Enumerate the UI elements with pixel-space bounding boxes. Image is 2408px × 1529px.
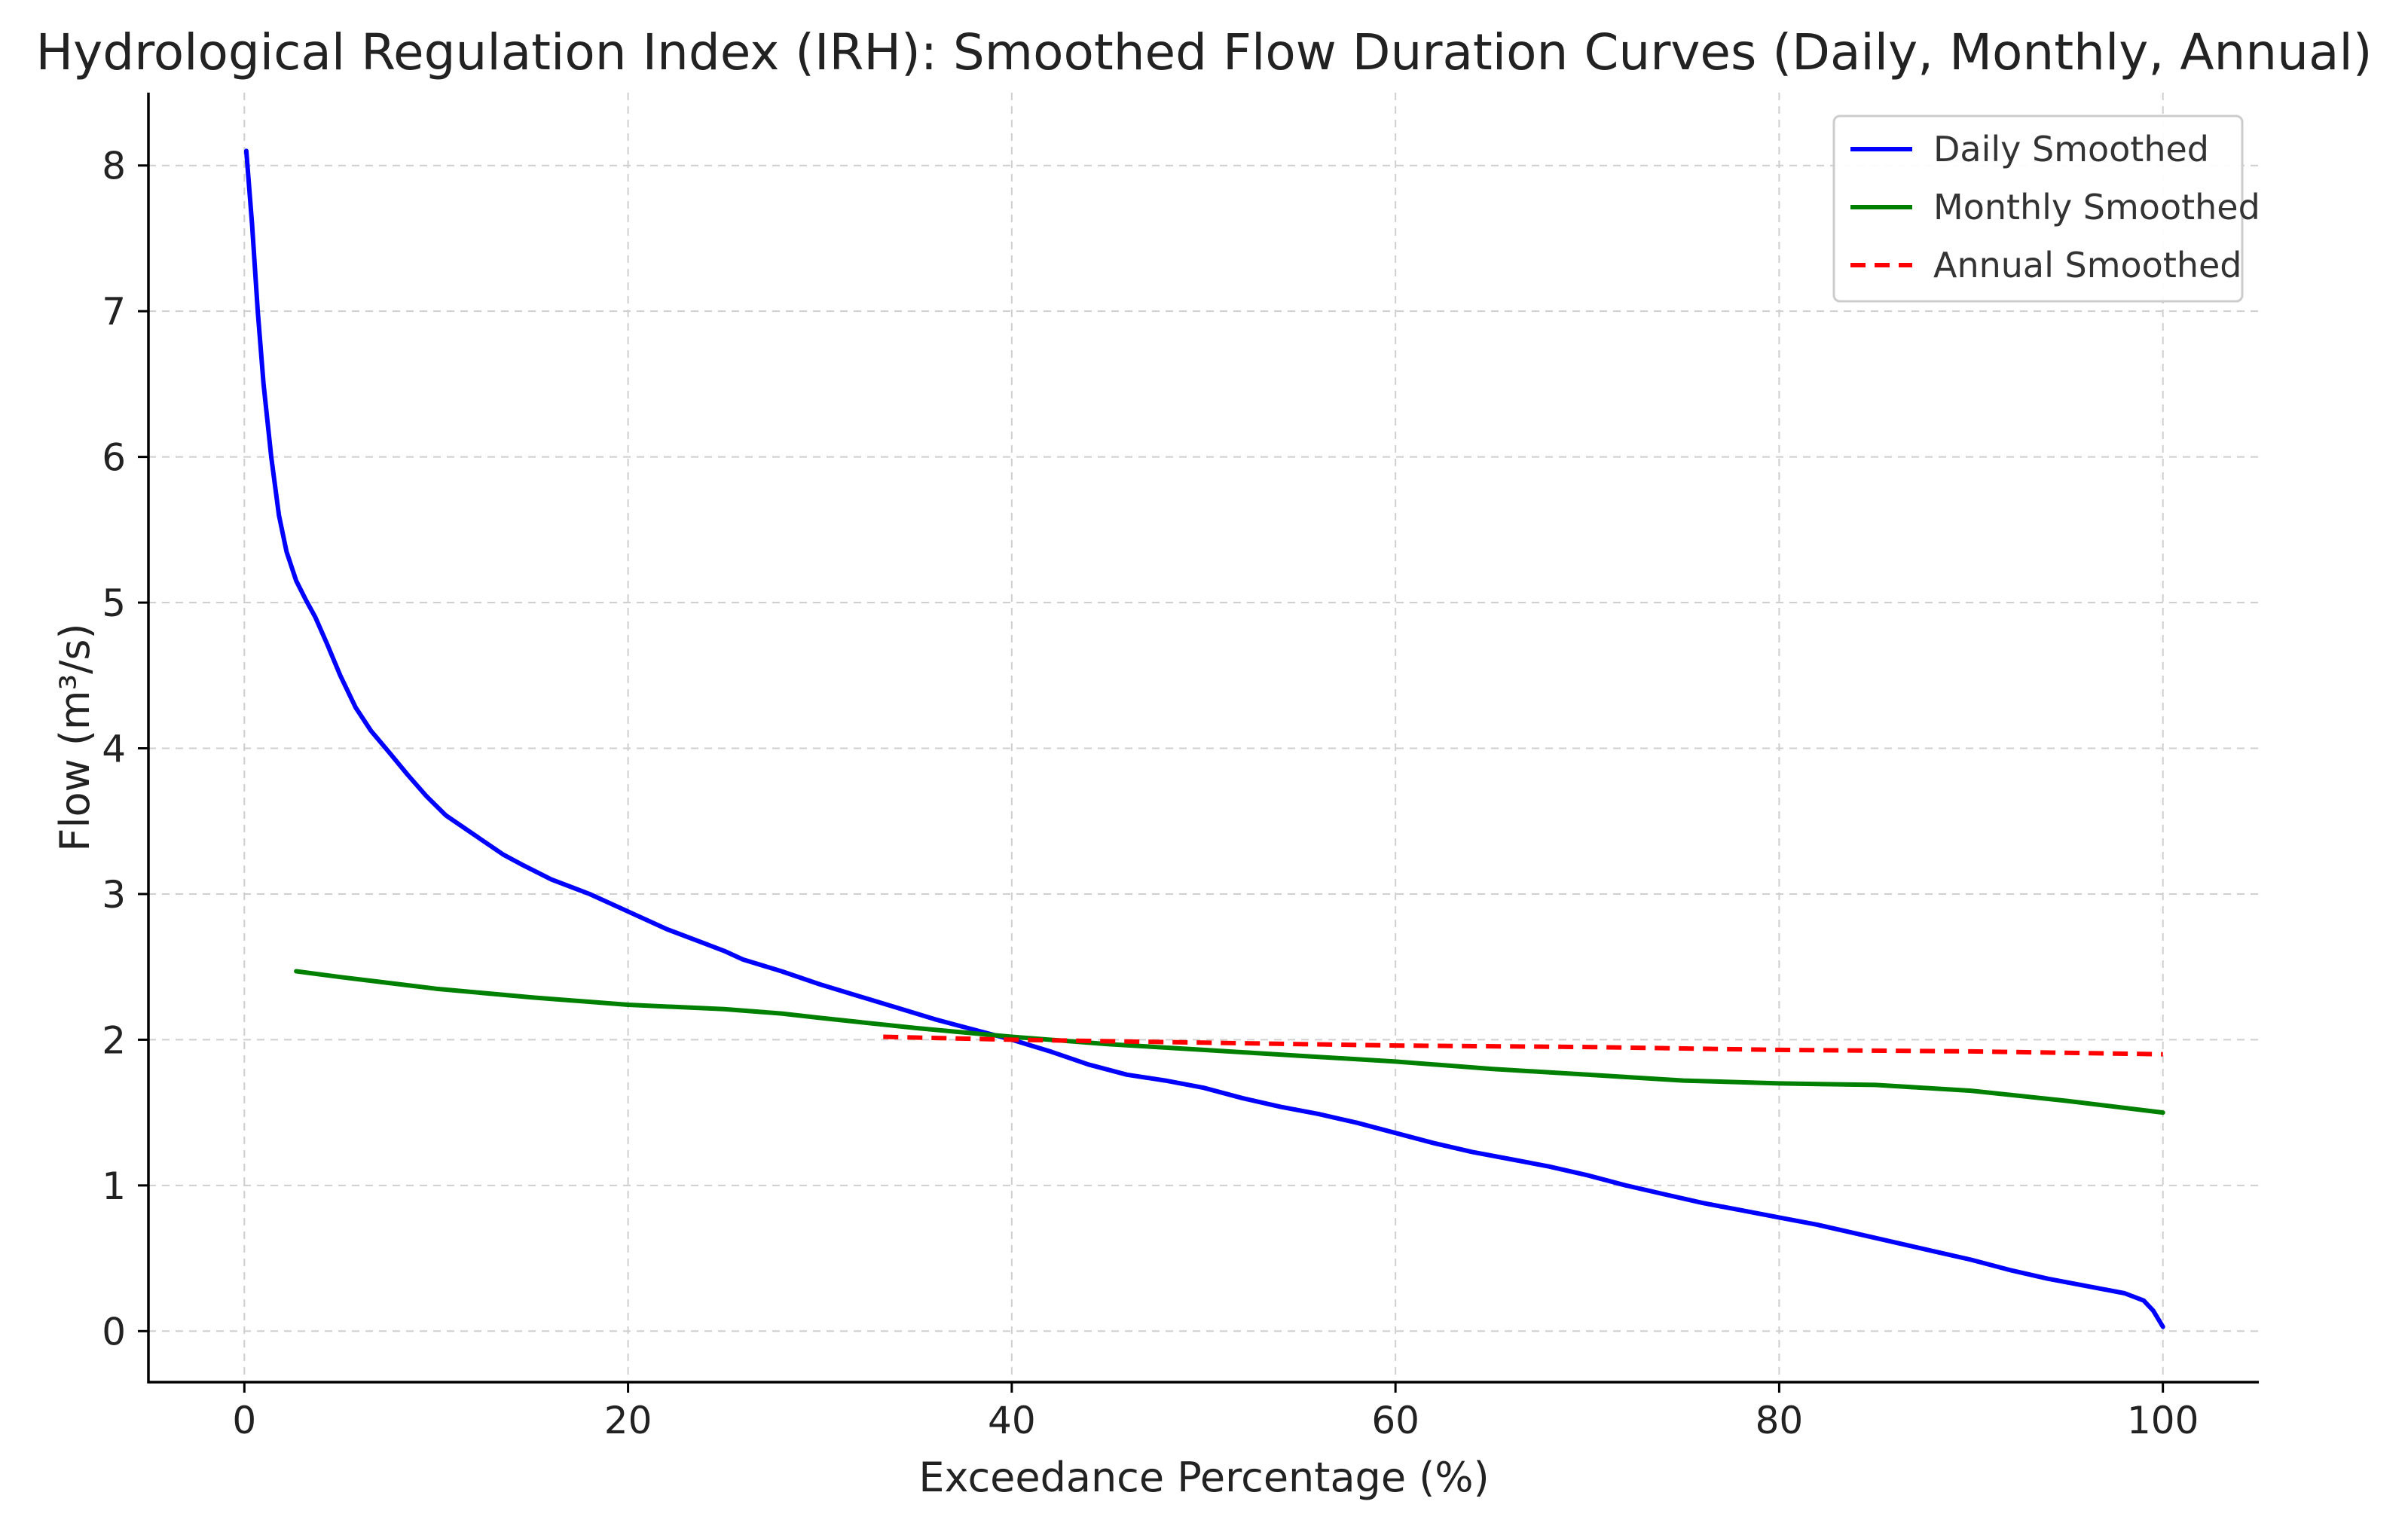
x-axis-label: Exceedance Percentage (%) [918,1454,1489,1501]
y-tick-label: 2 [102,1018,126,1062]
series-lines [243,148,2165,1329]
chart-title: Hydrological Regulation Index (IRH): Smo… [36,23,2373,81]
series-line-annual-smoothed [883,1034,2163,1057]
x-tick-label: 80 [1756,1399,1804,1442]
legend: Daily Smoothed Monthly Smoothed Annual Smo… [1832,114,2260,303]
y-tick-label: 7 [102,290,126,334]
legend-label: Daily Smoothed [1933,129,2209,169]
x-tick-label: 40 [988,1399,1036,1442]
y-tick-label: 6 [102,436,126,480]
y-tick-label: 3 [102,873,126,917]
y-tick-label: 0 [102,1310,126,1354]
y-tick-label: 8 [102,145,126,188]
legend-frame [1832,114,2244,303]
y-tick-label: 1 [102,1164,126,1208]
y-tick-label: 4 [102,728,126,771]
series-line-monthly-smoothed [294,969,2165,1115]
grid-lines [148,93,2259,1382]
axis-ticks: 0 20 40 60 80 100 0 1 2 3 4 5 6 7 8 [102,145,2199,1442]
x-tick-label: 60 [1371,1399,1419,1442]
series-line-daily-smoothed [243,148,2165,1329]
x-tick-label: 20 [604,1399,652,1442]
y-axis-label: Flow (m³/s) [51,623,99,851]
axis-spines [147,93,2259,1384]
legend-label: Annual Smoothed [1933,245,2242,285]
x-tick-label: 0 [232,1399,256,1442]
x-tick-label: 100 [2127,1399,2199,1442]
legend-label: Monthly Smoothed [1933,187,2260,227]
y-tick-label: 5 [102,581,126,625]
